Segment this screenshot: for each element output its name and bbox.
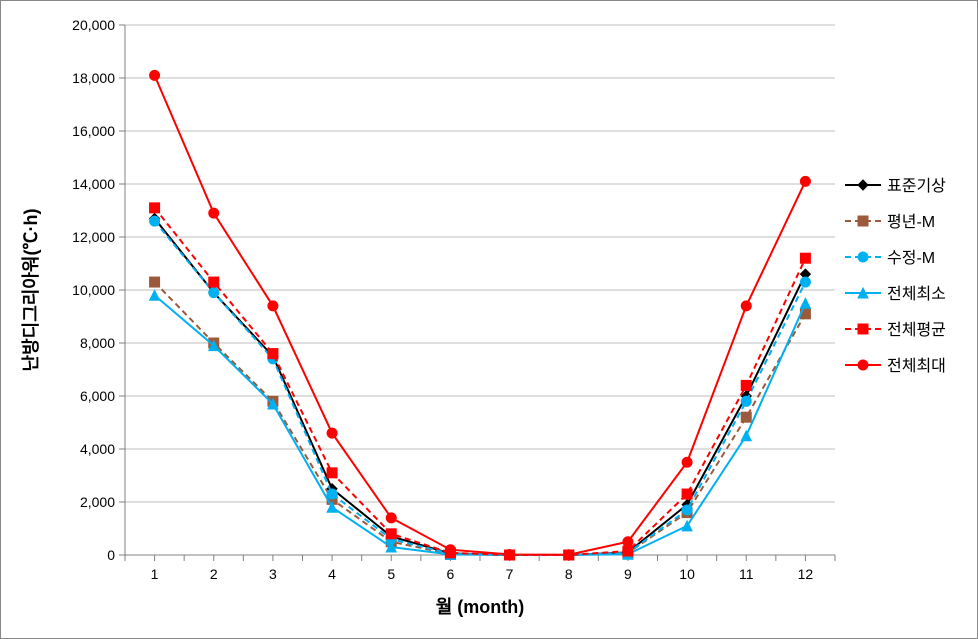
svg-text:2,000: 2,000 <box>80 494 115 510</box>
svg-text:전체최대: 전체최대 <box>887 357 946 375</box>
svg-text:5: 5 <box>387 566 395 582</box>
svg-text:1: 1 <box>151 566 159 582</box>
svg-text:4: 4 <box>328 566 336 582</box>
svg-text:수정-M: 수정-M <box>887 249 935 267</box>
svg-text:6,000: 6,000 <box>80 388 115 404</box>
svg-text:전체평균: 전체평균 <box>887 321 946 339</box>
svg-text:16,000: 16,000 <box>72 123 115 139</box>
svg-text:8: 8 <box>565 566 573 582</box>
svg-text:표준기상: 표준기상 <box>887 177 946 195</box>
chart-area: 0 2,000 4,000 6,000 8,000 10,000 12,000 14,000 1… <box>5 5 973 634</box>
svg-text:난방디그리아워(℃·h): 난방디그리아워(℃·h) <box>20 209 41 372</box>
svg-text:7: 7 <box>506 566 514 582</box>
svg-text:월 (month): 월 (month) <box>436 597 525 617</box>
svg-text:10,000: 10,000 <box>72 282 115 298</box>
svg-text:14,000: 14,000 <box>72 176 115 192</box>
chart-frame: 0 2,000 4,000 6,000 8,000 10,000 12,000 14,000 1… <box>0 0 978 639</box>
svg-text:3: 3 <box>269 566 277 582</box>
svg-text:20,000: 20,000 <box>72 17 115 33</box>
svg-text:평년-M: 평년-M <box>887 213 935 231</box>
svg-text:18,000: 18,000 <box>72 70 115 86</box>
svg-text:11: 11 <box>739 566 754 582</box>
svg-text:8,000: 8,000 <box>80 335 115 351</box>
svg-text:0: 0 <box>107 547 115 563</box>
chart-svg: 0 2,000 4,000 6,000 8,000 10,000 12,000 14,000 1… <box>5 5 973 634</box>
svg-text:12,000: 12,000 <box>72 229 115 245</box>
svg-text:2: 2 <box>210 566 218 582</box>
svg-text:10: 10 <box>679 566 695 582</box>
svg-text:전체최소: 전체최소 <box>887 285 946 303</box>
svg-text:4,000: 4,000 <box>80 441 115 457</box>
svg-text:9: 9 <box>624 566 632 582</box>
svg-text:12: 12 <box>798 566 814 582</box>
svg-text:6: 6 <box>447 566 455 582</box>
